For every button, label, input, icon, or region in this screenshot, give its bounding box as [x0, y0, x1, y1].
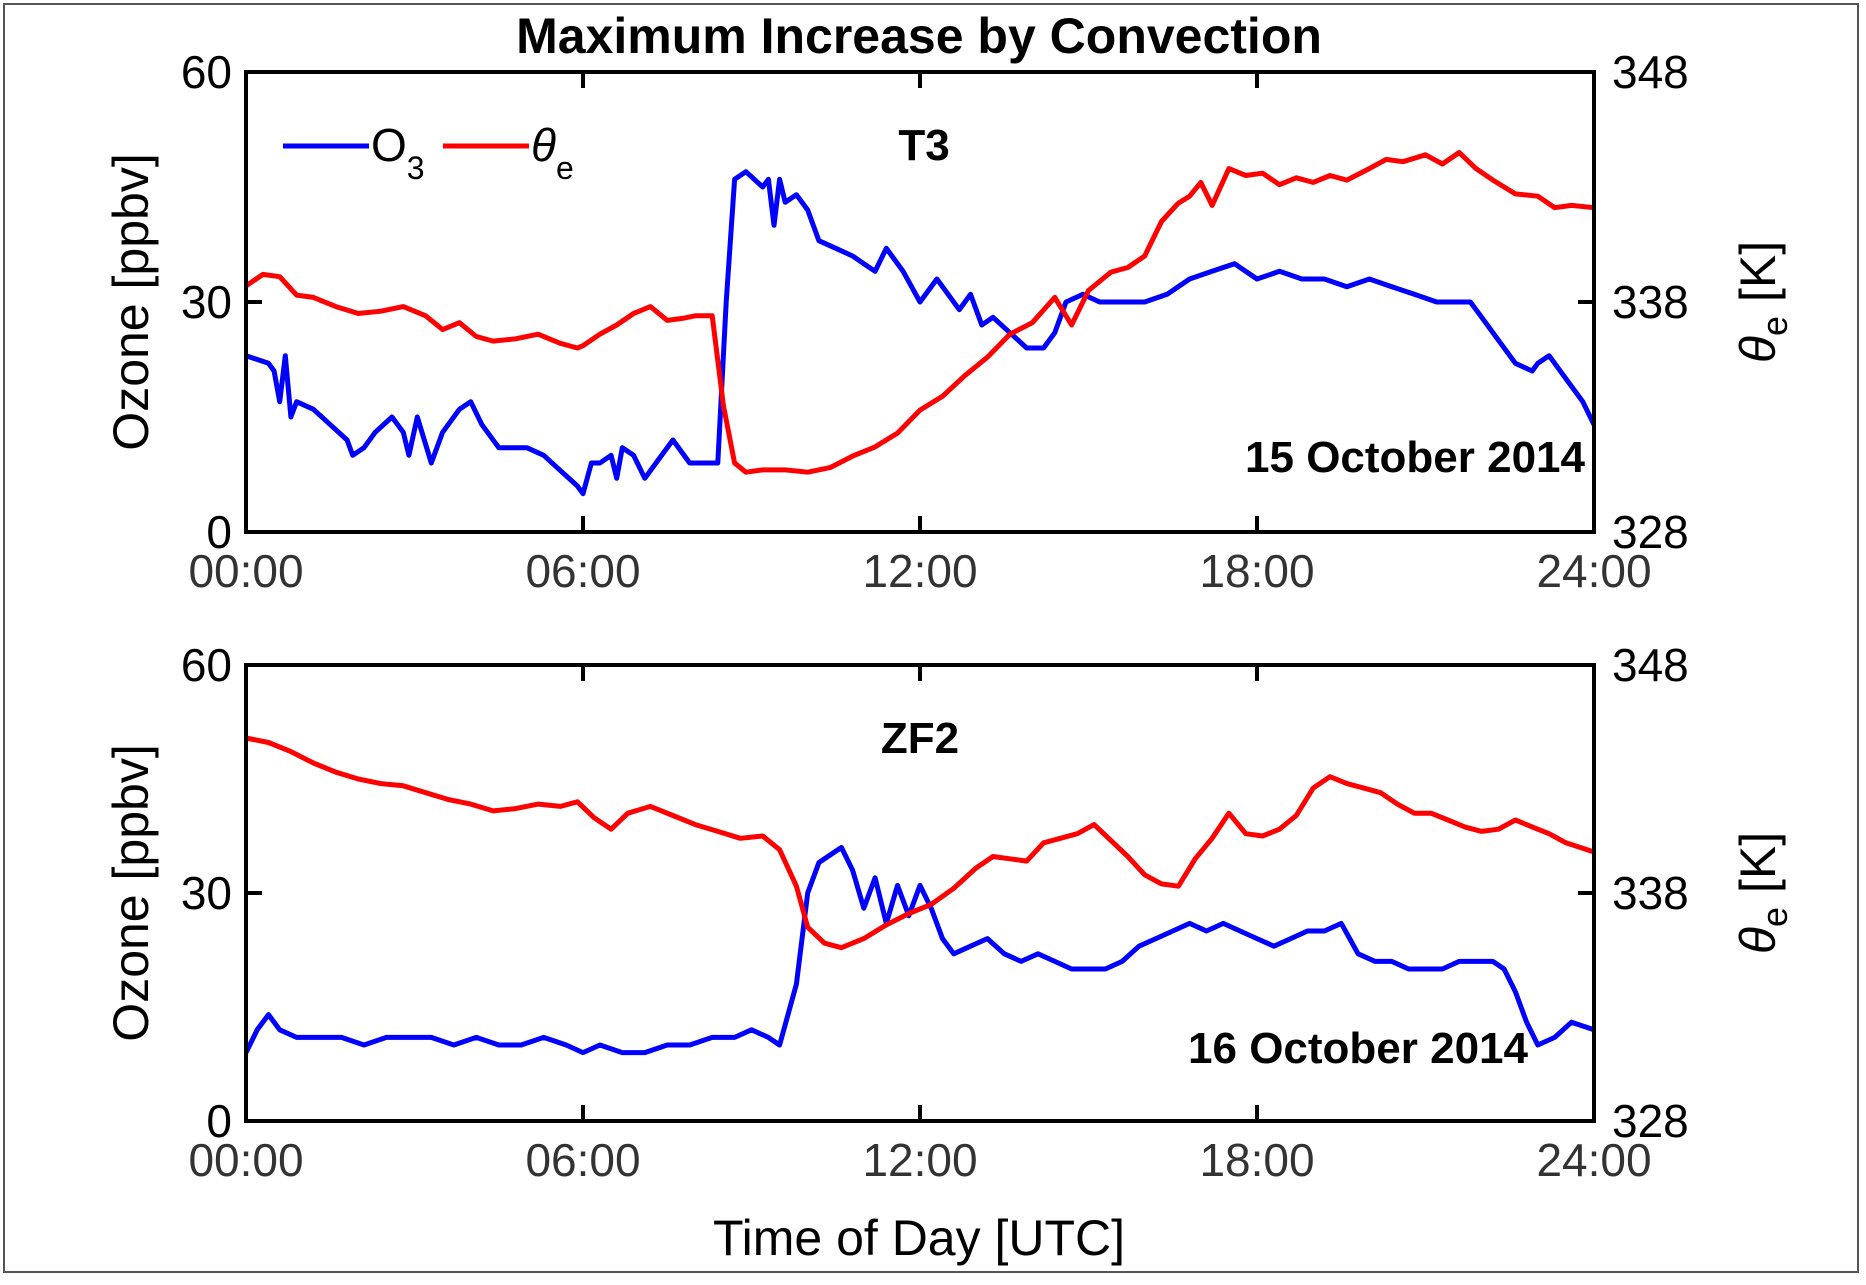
panel-bottom: 00:00 06:00 12:00 18:00 24:00 0 30 60 328 338 348 O…: [103, 639, 1795, 1186]
x-tick-label: 00:00: [188, 1134, 303, 1186]
series-line-ozone: [245, 169, 1597, 497]
date-label: 15 October 2014: [1245, 433, 1585, 482]
y2-tick-label: 348: [1612, 639, 1689, 691]
y2-tick-label: 328: [1612, 1095, 1689, 1147]
y2-label-unit: [K]: [1730, 832, 1786, 907]
panel-label: ZF2: [881, 714, 959, 763]
figure-border: [3, 3, 1859, 1273]
x-tick-label: 18:00: [1199, 545, 1314, 597]
chart-title: Maximum Increase by Convection: [516, 8, 1322, 64]
y-axis-label: Ozone [ppbv]: [103, 153, 159, 450]
y2-label-symbol: θ: [1730, 927, 1786, 954]
legend-subscript: e: [556, 150, 574, 186]
y2-label-symbol: θ: [1730, 336, 1786, 363]
x-tick-label: 06:00: [525, 545, 640, 597]
legend: O3 θe: [283, 119, 574, 186]
x-tick-label: 24:00: [1536, 1134, 1651, 1186]
panel-top: 00:00 06:00 12:00 18:00 24:00 0 30 60 328 338 348 O…: [103, 46, 1795, 597]
x-tick-label: 12:00: [862, 545, 977, 597]
y-tick-label: 60: [181, 46, 232, 98]
y-axis-label: Ozone [ppbv]: [103, 744, 159, 1041]
x-tick-label: 00:00: [188, 545, 303, 597]
y-tick-label: 30: [181, 867, 232, 919]
y2-tick-label: 328: [1612, 506, 1689, 558]
y2-label-subscript: e: [1754, 316, 1795, 336]
panel-label: T3: [898, 121, 949, 170]
series-line-theta-e: [245, 735, 1595, 951]
legend-symbol: O: [371, 119, 407, 171]
y-tick-label: 60: [181, 639, 232, 691]
series-line-theta-e: [244, 150, 1595, 475]
y2-label-subscript: e: [1754, 907, 1795, 927]
y2-tick-label: 338: [1612, 867, 1689, 919]
legend-subscript: 3: [407, 150, 425, 186]
date-label: 16 October 2014: [1188, 1024, 1528, 1073]
x-tick-label: 24:00: [1536, 545, 1651, 597]
x-axis-label: Time of Day [UTC]: [713, 1210, 1125, 1266]
y-tick-label: 30: [181, 276, 232, 328]
y-tick-label: 0: [206, 1095, 232, 1147]
x-tick-label: 06:00: [525, 1134, 640, 1186]
legend-entry-label: θe: [531, 119, 574, 186]
legend-entry-label: O3: [371, 119, 425, 186]
y2-tick-label: 338: [1612, 276, 1689, 328]
y2-tick-label: 348: [1612, 46, 1689, 98]
y2-axis-label: θe [K]: [1730, 832, 1795, 954]
legend-symbol: θ: [531, 119, 556, 171]
x-tick-label: 18:00: [1199, 1134, 1314, 1186]
series-line-ozone: [243, 844, 1595, 1056]
y2-axis-label: θe [K]: [1730, 241, 1795, 363]
y2-label-unit: [K]: [1730, 241, 1786, 316]
y-tick-label: 0: [206, 506, 232, 558]
x-tick-label: 12:00: [862, 1134, 977, 1186]
